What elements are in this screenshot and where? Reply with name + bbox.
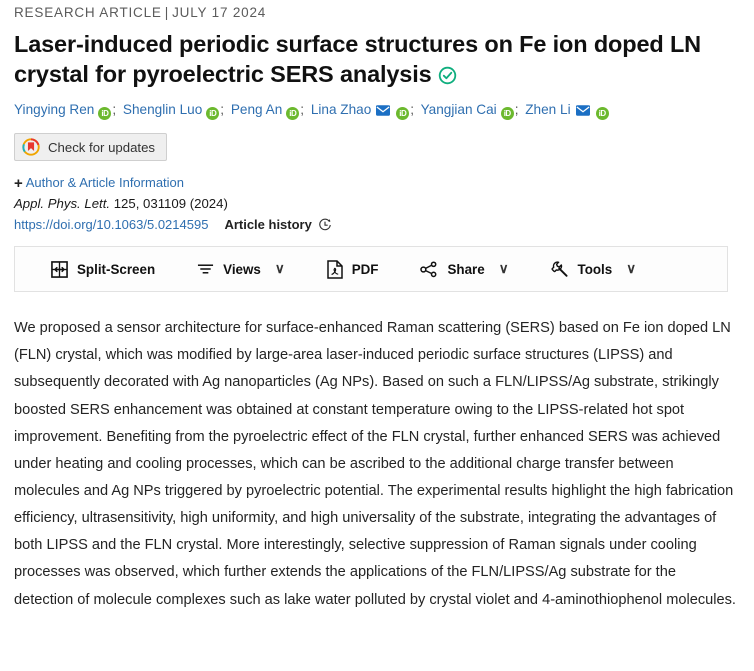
- title-text: Laser-induced periodic surface structure…: [14, 31, 701, 88]
- pdf-label: PDF: [351, 261, 379, 277]
- author-separator: ;: [514, 102, 519, 118]
- author-entry: Yangjian Cai iD;: [420, 102, 522, 121]
- author-entry: Peng An iD;: [230, 102, 307, 121]
- author-separator: ;: [410, 102, 415, 118]
- plus-icon: +: [14, 175, 23, 193]
- author-separator: ;: [112, 102, 117, 118]
- author-entry: Zhen Li iD: [525, 102, 609, 121]
- chevron-down-icon: ∨: [274, 261, 285, 277]
- doi-link[interactable]: https://doi.org/10.1063/5.0214595: [14, 217, 209, 233]
- orcid-icon[interactable]: iD: [396, 107, 410, 121]
- author-separator: ;: [300, 102, 305, 118]
- pdf-file-icon: [326, 259, 343, 279]
- eyebrow-separator: |: [164, 5, 170, 20]
- journal-name: Appl. Phys. Lett.: [14, 196, 111, 212]
- doi-history-row: https://doi.org/10.1063/5.0214595 Articl…: [14, 217, 740, 232]
- tools-label: Tools: [577, 261, 613, 277]
- check-for-updates-button[interactable]: Check for updates: [14, 133, 168, 162]
- article-type-label: RESEARCH ARTICLE: [14, 5, 162, 20]
- author-link[interactable]: Peng An: [230, 102, 283, 118]
- citation-volume-pages: 125, 031109 (2024): [110, 196, 228, 212]
- citation-line: Appl. Phys. Lett. 125, 031109 (2024): [14, 196, 740, 211]
- author-article-information-toggle[interactable]: + Author & Article Information: [14, 175, 740, 192]
- share-button[interactable]: Share ∨: [420, 261, 509, 278]
- author-link[interactable]: Yangjian Cai: [420, 102, 497, 118]
- split-screen-button[interactable]: Split-Screen: [51, 260, 156, 278]
- article-eyebrow: RESEARCH ARTICLE | JULY 17 2024: [14, 0, 740, 20]
- orcid-icon[interactable]: iD: [98, 107, 112, 121]
- crossmark-logo-icon: [22, 138, 40, 156]
- orcid-icon[interactable]: iD: [500, 107, 514, 121]
- orcid-icon[interactable]: iD: [595, 107, 609, 121]
- envelope-icon[interactable]: [376, 105, 391, 116]
- author-separator: ;: [220, 102, 225, 118]
- chevron-down-icon: ∨: [626, 261, 637, 277]
- article-history-label: Article history: [224, 217, 312, 233]
- abstract-text: We proposed a sensor architecture for su…: [14, 320, 736, 608]
- split-screen-label: Split-Screen: [77, 261, 156, 277]
- orcid-icon[interactable]: iD: [206, 107, 220, 121]
- views-filter-icon: [197, 262, 214, 276]
- author-entry: Yingying Ren iD;: [14, 102, 119, 121]
- article-toolbar: Split-Screen Views ∨ PDF: [14, 246, 728, 293]
- author-entry: Lina Zhao iD;: [310, 102, 417, 121]
- author-link[interactable]: Zhen Li: [525, 102, 571, 118]
- views-label: Views: [223, 261, 261, 277]
- author-link[interactable]: Shenglin Luo: [122, 102, 203, 118]
- author-article-information-label: Author & Article Information: [25, 175, 185, 191]
- page-title: Laser-induced periodic surface structure…: [14, 29, 740, 89]
- author-link[interactable]: Yingying Ren: [14, 102, 95, 118]
- author-list: Yingying Ren iD; Shenglin Luo iD; Peng An i…: [14, 100, 740, 121]
- clock-arrow-icon: [318, 218, 332, 232]
- publication-date: JULY 17 2024: [172, 5, 267, 20]
- article-history-toggle[interactable]: Article history: [224, 217, 331, 232]
- check-for-updates-label: Check for updates: [48, 139, 156, 155]
- author-entry: Shenglin Luo iD;: [122, 102, 227, 121]
- views-button[interactable]: Views ∨: [197, 261, 285, 277]
- article-meta: + Author & Article Information Appl. Phys…: [14, 175, 740, 232]
- chevron-down-icon: ∨: [498, 261, 509, 277]
- author-link[interactable]: Lina Zhao: [310, 102, 372, 118]
- tools-button[interactable]: Tools ∨: [551, 260, 637, 278]
- envelope-icon[interactable]: [575, 105, 590, 116]
- pdf-button[interactable]: PDF: [326, 259, 379, 279]
- share-nodes-icon: [420, 261, 438, 278]
- wrench-icon: [551, 260, 569, 278]
- share-label: Share: [447, 261, 485, 277]
- split-screen-icon: [51, 260, 68, 278]
- green-check-circle-icon: [438, 66, 457, 85]
- orcid-icon[interactable]: iD: [286, 107, 300, 121]
